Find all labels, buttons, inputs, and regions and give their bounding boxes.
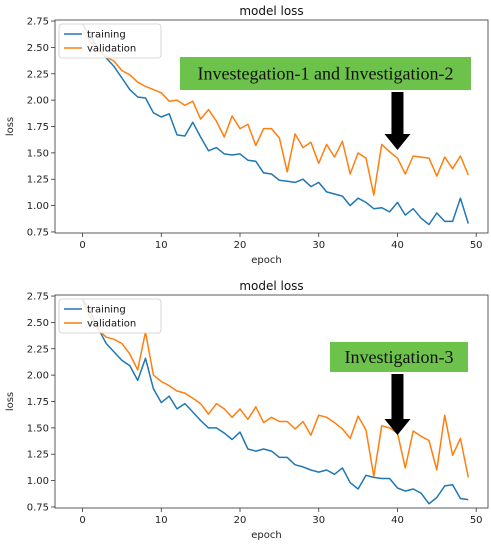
x-tick-label: 10 [155,515,168,526]
y-tick-label: 2.50 [27,43,49,54]
y-tick-label: 1.50 [27,148,49,159]
x-axis-label: epoch [251,530,281,541]
x-tick-label: 20 [234,240,247,251]
y-tick-label: 1.25 [27,450,49,461]
y-tick-label: 2.25 [27,69,49,80]
legend-box [58,298,162,334]
x-tick-label: 50 [470,240,483,251]
x-tick-label: 0 [79,240,85,251]
x-tick-label: 40 [391,515,404,526]
chart-svg: model loss 0 10 20 30 40 50 0.75 1.00 1.25 1.50 1.7… [5,279,489,541]
chart-panel-2: model loss 0 10 20 30 40 50 0.75 1.00 1.25 1.50 1.7… [0,275,491,550]
y-tick-label: 2.50 [27,318,49,329]
x-tick-label: 50 [470,515,483,526]
y-axis-label: loss [5,117,16,136]
chart-title: model loss [239,279,303,293]
chart-panel-1: model loss 0 10 20 30 40 50 0.75 1.00 1.25 1.50 1.7… [5,4,489,266]
series-line-training [81,298,469,505]
annotation-arrow-head [384,134,411,150]
y-tick-label: 2.25 [27,344,49,355]
chart-title: model loss [239,4,303,18]
legend-label-validation: validation [87,44,136,55]
y-tick-label: 2.00 [27,96,49,107]
y-tick-label: 1.25 [27,175,49,186]
legend-label-training: training [87,305,126,316]
y-tick-label: 1.00 [27,476,49,487]
x-tick-label: 10 [155,240,168,251]
annotation-box [180,57,471,90]
y-tick-label: 2.75 [27,292,49,303]
y-tick-label: 2.00 [27,371,49,382]
y-tick-label: 0.75 [27,502,49,513]
y-tick-label: 0.75 [27,227,49,238]
y-tick-label: 2.75 [27,17,49,28]
annotation-text: Investegation-1 and Investigation-2 [198,64,454,84]
x-tick-label: 20 [234,515,247,526]
x-tick-label: 40 [391,240,404,251]
series-line-validation [81,30,469,196]
x-tick-label: 30 [312,515,325,526]
annotation-arrow-head [384,419,411,435]
y-tick-label: 1.50 [27,423,49,434]
series-line-training [81,23,470,226]
legend-box [58,23,162,59]
legend: training validation [58,23,162,59]
chart-svg: model loss 0 10 20 30 40 50 0.75 1.00 1.25 1.50 1.7… [5,4,489,266]
y-tick-label: 1.75 [27,122,49,133]
annotation: Investigation-3 [330,342,468,435]
annotation-box [330,342,468,372]
y-tick-label: 1.00 [27,201,49,212]
y-tick-label: 1.75 [27,397,49,408]
legend-label-validation: validation [87,319,136,330]
series-line-validation [81,300,470,478]
x-tick-label: 30 [312,240,325,251]
annotation-arrow-shaft [391,92,404,134]
x-tick-label: 0 [79,515,85,526]
annotation-text: Investigation-3 [345,347,454,367]
y-axis-label: loss [5,392,16,411]
annotation: Investegation-1 and Investigation-2 [180,57,471,150]
legend-label-training: training [87,30,126,41]
annotation-arrow-shaft [391,374,404,419]
legend: training validation [58,298,162,334]
x-axis-label: epoch [251,255,281,266]
